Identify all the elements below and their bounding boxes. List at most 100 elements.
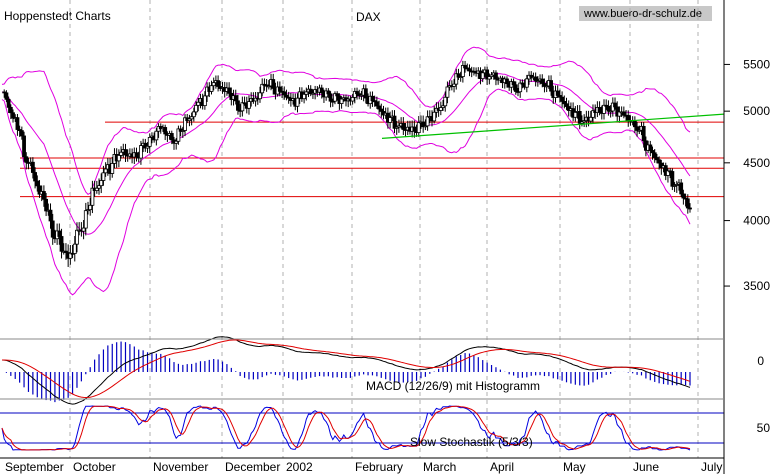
candle-body	[617, 111, 622, 117]
candle-body	[650, 150, 655, 154]
candle-body	[458, 76, 463, 78]
candle-body	[372, 100, 377, 103]
candle-body	[339, 98, 344, 104]
candle-body	[445, 86, 450, 98]
candle-body	[88, 204, 93, 211]
candle-body	[377, 105, 381, 110]
candle-body	[48, 209, 53, 222]
chart-title: DAX	[356, 10, 381, 24]
candle-body	[505, 78, 509, 85]
candle-body	[211, 82, 216, 87]
month-label: November	[153, 460, 208, 474]
candle-body	[489, 74, 494, 77]
candle-body	[97, 185, 101, 189]
candle-body	[4, 92, 9, 100]
candle-body	[350, 97, 355, 102]
month-label: 2002	[286, 460, 313, 474]
candle-body	[513, 84, 518, 92]
candle-body	[401, 123, 406, 130]
macd-label: MACD (12/26/9) mit Histogramm	[366, 379, 540, 393]
candle-body	[580, 121, 584, 124]
month-label: February	[355, 460, 403, 474]
price-axis: 3500 4000 4500 5000 5500	[724, 57, 770, 293]
candle-body	[681, 193, 686, 199]
candle-body	[613, 102, 617, 108]
candle-body	[302, 93, 307, 100]
candle-body	[277, 86, 282, 92]
month-label: October	[73, 460, 116, 474]
candle-body	[33, 172, 37, 182]
candle-body	[355, 91, 359, 95]
candle-body	[359, 94, 364, 97]
candle-body	[535, 80, 540, 83]
candle-body	[666, 170, 670, 176]
candle-body	[657, 159, 662, 164]
candle-body	[328, 93, 333, 102]
candle-body	[394, 126, 399, 129]
candle-body	[154, 130, 159, 141]
candle-body	[90, 187, 95, 206]
candle-body	[19, 130, 24, 137]
candle-body	[247, 101, 251, 109]
candle-body	[81, 227, 86, 232]
candle-body	[463, 65, 467, 69]
candle-body	[621, 111, 626, 116]
month-label: April	[490, 460, 514, 474]
candle-body	[425, 116, 430, 127]
candle-body	[333, 93, 337, 102]
candle-body	[72, 243, 77, 254]
candle-body	[311, 92, 315, 95]
candle-body	[641, 125, 646, 142]
candle-body	[284, 94, 289, 98]
lower-band	[1, 88, 691, 296]
candle-body	[549, 80, 553, 92]
month-label: March	[423, 460, 456, 474]
candle-body	[655, 157, 659, 161]
candle-body	[304, 91, 309, 95]
candle-body	[169, 133, 174, 141]
candle-body	[670, 171, 675, 187]
candle-body	[163, 127, 168, 135]
candle-body	[672, 185, 677, 187]
candle-body	[202, 95, 207, 107]
candle-body	[352, 91, 357, 98]
candle-body	[59, 236, 64, 252]
trendline	[381, 113, 725, 139]
candle-body	[134, 152, 139, 158]
candle-body	[233, 95, 238, 102]
candle-body	[44, 198, 49, 212]
candle-body	[99, 180, 104, 187]
candle-body	[652, 152, 657, 158]
candle-body	[258, 92, 262, 100]
candle-body	[94, 187, 99, 192]
candle-body	[374, 101, 379, 107]
source-badge	[579, 6, 712, 21]
candle-body	[260, 83, 265, 94]
candle-body	[370, 95, 375, 102]
candle-body	[15, 117, 20, 130]
candle-body	[86, 209, 90, 212]
candle-body	[588, 116, 593, 122]
candlestick-series	[2, 60, 692, 267]
candle-body	[480, 72, 485, 80]
candle-body	[544, 85, 549, 88]
candle-body	[632, 120, 637, 128]
candle-body	[123, 149, 128, 156]
candle-body	[101, 172, 106, 181]
macd-signal-line	[2, 339, 691, 399]
macd-line	[1, 336, 691, 405]
candle-body	[388, 117, 393, 123]
candle-body	[174, 140, 179, 144]
candle-body	[416, 122, 421, 134]
candle-body	[143, 142, 148, 149]
candle-body	[57, 230, 62, 237]
candle-body	[286, 96, 291, 99]
candle-body	[139, 145, 143, 159]
candle-body	[597, 107, 602, 113]
candle-body	[648, 144, 653, 151]
candle-body	[452, 83, 456, 87]
candle-body	[41, 191, 46, 200]
candle-body	[438, 107, 443, 111]
candle-body	[397, 125, 401, 128]
candle-body	[363, 88, 368, 99]
